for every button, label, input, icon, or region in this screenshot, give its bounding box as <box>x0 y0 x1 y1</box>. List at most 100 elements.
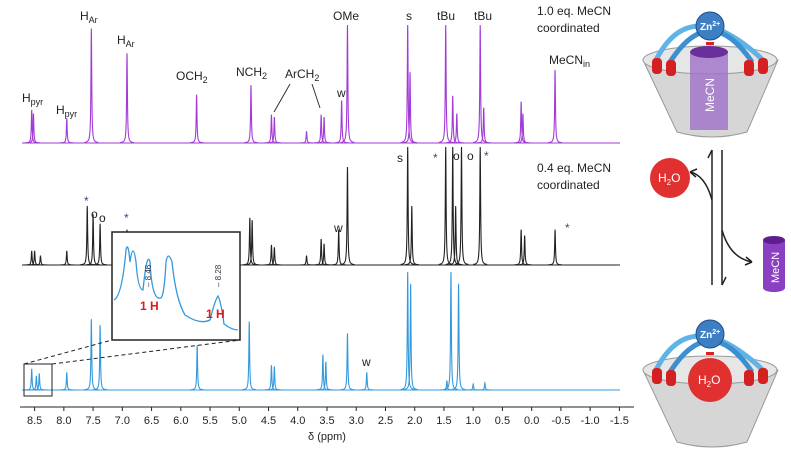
peak-label: * <box>565 221 570 235</box>
label-text: H <box>22 91 31 105</box>
x-tick-label: 1.0 <box>466 415 481 427</box>
x-tick-label: -1.5 <box>610 415 629 427</box>
peak <box>242 217 257 266</box>
peak <box>547 69 563 144</box>
equilibrium-arrows <box>689 149 753 286</box>
peak <box>245 220 260 266</box>
peak <box>59 250 74 266</box>
label-text: H <box>80 9 89 23</box>
shift-label: – 8.28 <box>214 264 223 287</box>
label-text: NCH <box>236 65 262 79</box>
peak-label: s <box>397 151 403 165</box>
label-text: OCH <box>176 69 203 83</box>
peak <box>80 205 95 266</box>
x-tick-label: 3.0 <box>349 415 364 427</box>
x-tick-label: 7.0 <box>115 415 130 427</box>
label-text: coordinated <box>537 178 600 192</box>
peak <box>449 113 464 144</box>
peak <box>473 24 488 144</box>
peak-label: Hpyr <box>22 91 43 107</box>
peak <box>93 223 108 266</box>
w: H <box>698 373 707 387</box>
zinc: Zn <box>700 330 712 341</box>
peak-label: NCH2 <box>236 65 267 81</box>
peak-label: w <box>333 221 343 235</box>
x-tick-label: 0.0 <box>524 415 539 427</box>
peak <box>445 95 460 144</box>
peak <box>359 372 374 391</box>
peak <box>403 283 418 391</box>
label-sub: Ar <box>89 15 98 25</box>
label-sub: Ar <box>126 39 135 49</box>
peak <box>451 283 466 391</box>
peak <box>314 114 329 144</box>
guest-label: MeCN <box>770 252 782 283</box>
label-text: w <box>333 221 343 235</box>
peak <box>445 146 460 266</box>
w: H <box>658 171 667 185</box>
x-tick-label: 1.5 <box>436 415 451 427</box>
peak-label: o <box>467 149 474 163</box>
x-axis-label: δ (ppm) <box>308 431 346 443</box>
x-tick-label: 2.5 <box>378 415 393 427</box>
peak <box>93 325 108 391</box>
peak <box>448 205 463 266</box>
peak <box>477 380 492 391</box>
peak <box>548 229 563 266</box>
peak <box>26 113 41 144</box>
label-text: w <box>361 355 371 369</box>
x-tick-label: 6.0 <box>173 415 188 427</box>
label-text: * <box>84 194 89 208</box>
peak-label: OCH2 <box>176 69 208 85</box>
label-text: * <box>565 221 570 235</box>
x-tick-label: -1.0 <box>581 415 600 427</box>
x-tick-label: 0.5 <box>495 415 510 427</box>
peak-label: w <box>361 355 371 369</box>
peak <box>24 250 39 266</box>
zoom-link <box>51 339 241 365</box>
integral: 1 H <box>140 299 159 313</box>
peak <box>314 238 329 266</box>
inset-trace <box>113 246 239 331</box>
peak <box>466 382 481 391</box>
peak <box>331 229 346 266</box>
peak <box>24 109 39 144</box>
label-text: o <box>453 149 460 163</box>
peak <box>400 24 415 144</box>
water-label: H2O <box>658 171 680 187</box>
label-sub: in <box>583 59 590 69</box>
label-text: s <box>397 151 403 165</box>
label-sub: pyr <box>31 97 44 107</box>
charge: 2+ <box>712 329 720 336</box>
zinc: Zn <box>700 22 712 33</box>
label-text: 0.4 eq. MeCN <box>537 161 611 175</box>
label-text: s <box>406 9 412 23</box>
peak <box>267 116 282 144</box>
x-tick-label: -0.5 <box>551 415 570 427</box>
peak <box>438 24 453 144</box>
peak <box>400 146 415 266</box>
peak-label: o <box>91 207 98 221</box>
peak <box>439 380 454 391</box>
peak <box>84 28 99 144</box>
w: O <box>671 171 680 185</box>
peak <box>334 100 349 144</box>
x-tick-label: 5.5 <box>202 415 217 427</box>
peak-label: coordinated <box>537 178 600 192</box>
label-text: * <box>124 211 129 225</box>
zinc-label: Zn2+ <box>700 21 720 33</box>
peak <box>299 131 314 144</box>
peak-label: 0.4 eq. MeCN <box>537 161 611 175</box>
peak-label: MeCNin <box>549 53 590 69</box>
peak <box>454 146 469 266</box>
peak <box>189 94 204 144</box>
guest-label: MeCN <box>703 78 717 112</box>
label-text: tBu <box>474 9 492 23</box>
label-text: H <box>56 103 65 117</box>
peak <box>86 214 101 266</box>
peak <box>514 229 529 266</box>
label-text: o <box>99 211 106 225</box>
zoom-link <box>23 339 113 365</box>
label-text: o <box>467 149 474 163</box>
